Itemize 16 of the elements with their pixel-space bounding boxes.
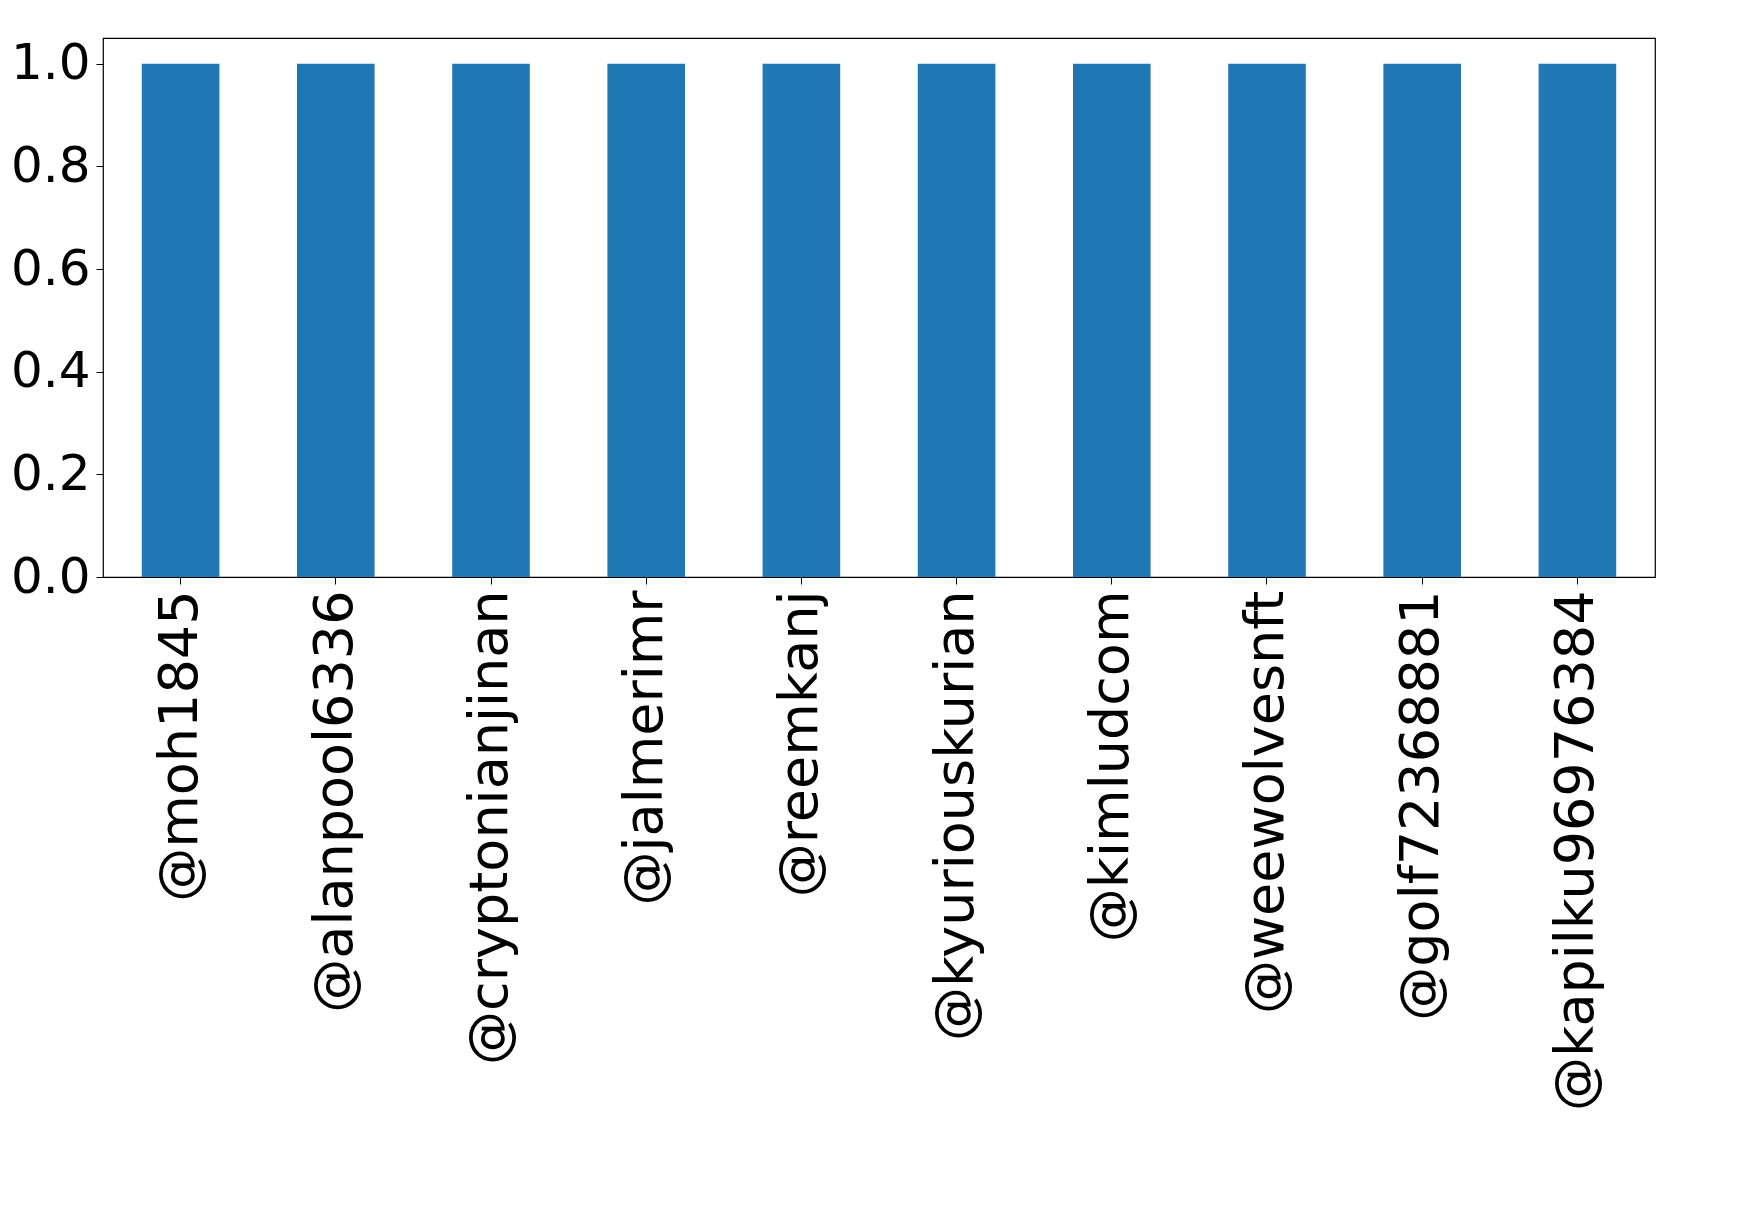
x-tick-label: @golf72368881 (1388, 590, 1452, 1021)
x-tick-label: @moh1845 (146, 590, 210, 902)
x-tick-label: @kyuriouskurian (922, 590, 986, 1041)
y-tick-label: 0.4 (10, 341, 91, 400)
x-tick-label: @kimludcom (1077, 590, 1141, 943)
y-tick-label: 1.0 (10, 33, 91, 92)
x-tick-label: @kapilku96976384 (1543, 590, 1607, 1111)
x-tick-label: @cryptonianjinan (457, 590, 520, 1065)
x-tick-label: @weewolvesnft (1233, 590, 1296, 1015)
y-tick-label: 0.0 (10, 546, 91, 605)
x-tick-label: @alanpool6336 (301, 590, 365, 1013)
x-tick-label: @jalmerimr (612, 589, 676, 906)
y-tick-label: 0.6 (10, 238, 91, 297)
y-tick-label: 0.8 (10, 135, 91, 194)
x-tick-label: @reemkanj (767, 590, 831, 898)
y-tick-label: 0.2 (10, 443, 91, 502)
